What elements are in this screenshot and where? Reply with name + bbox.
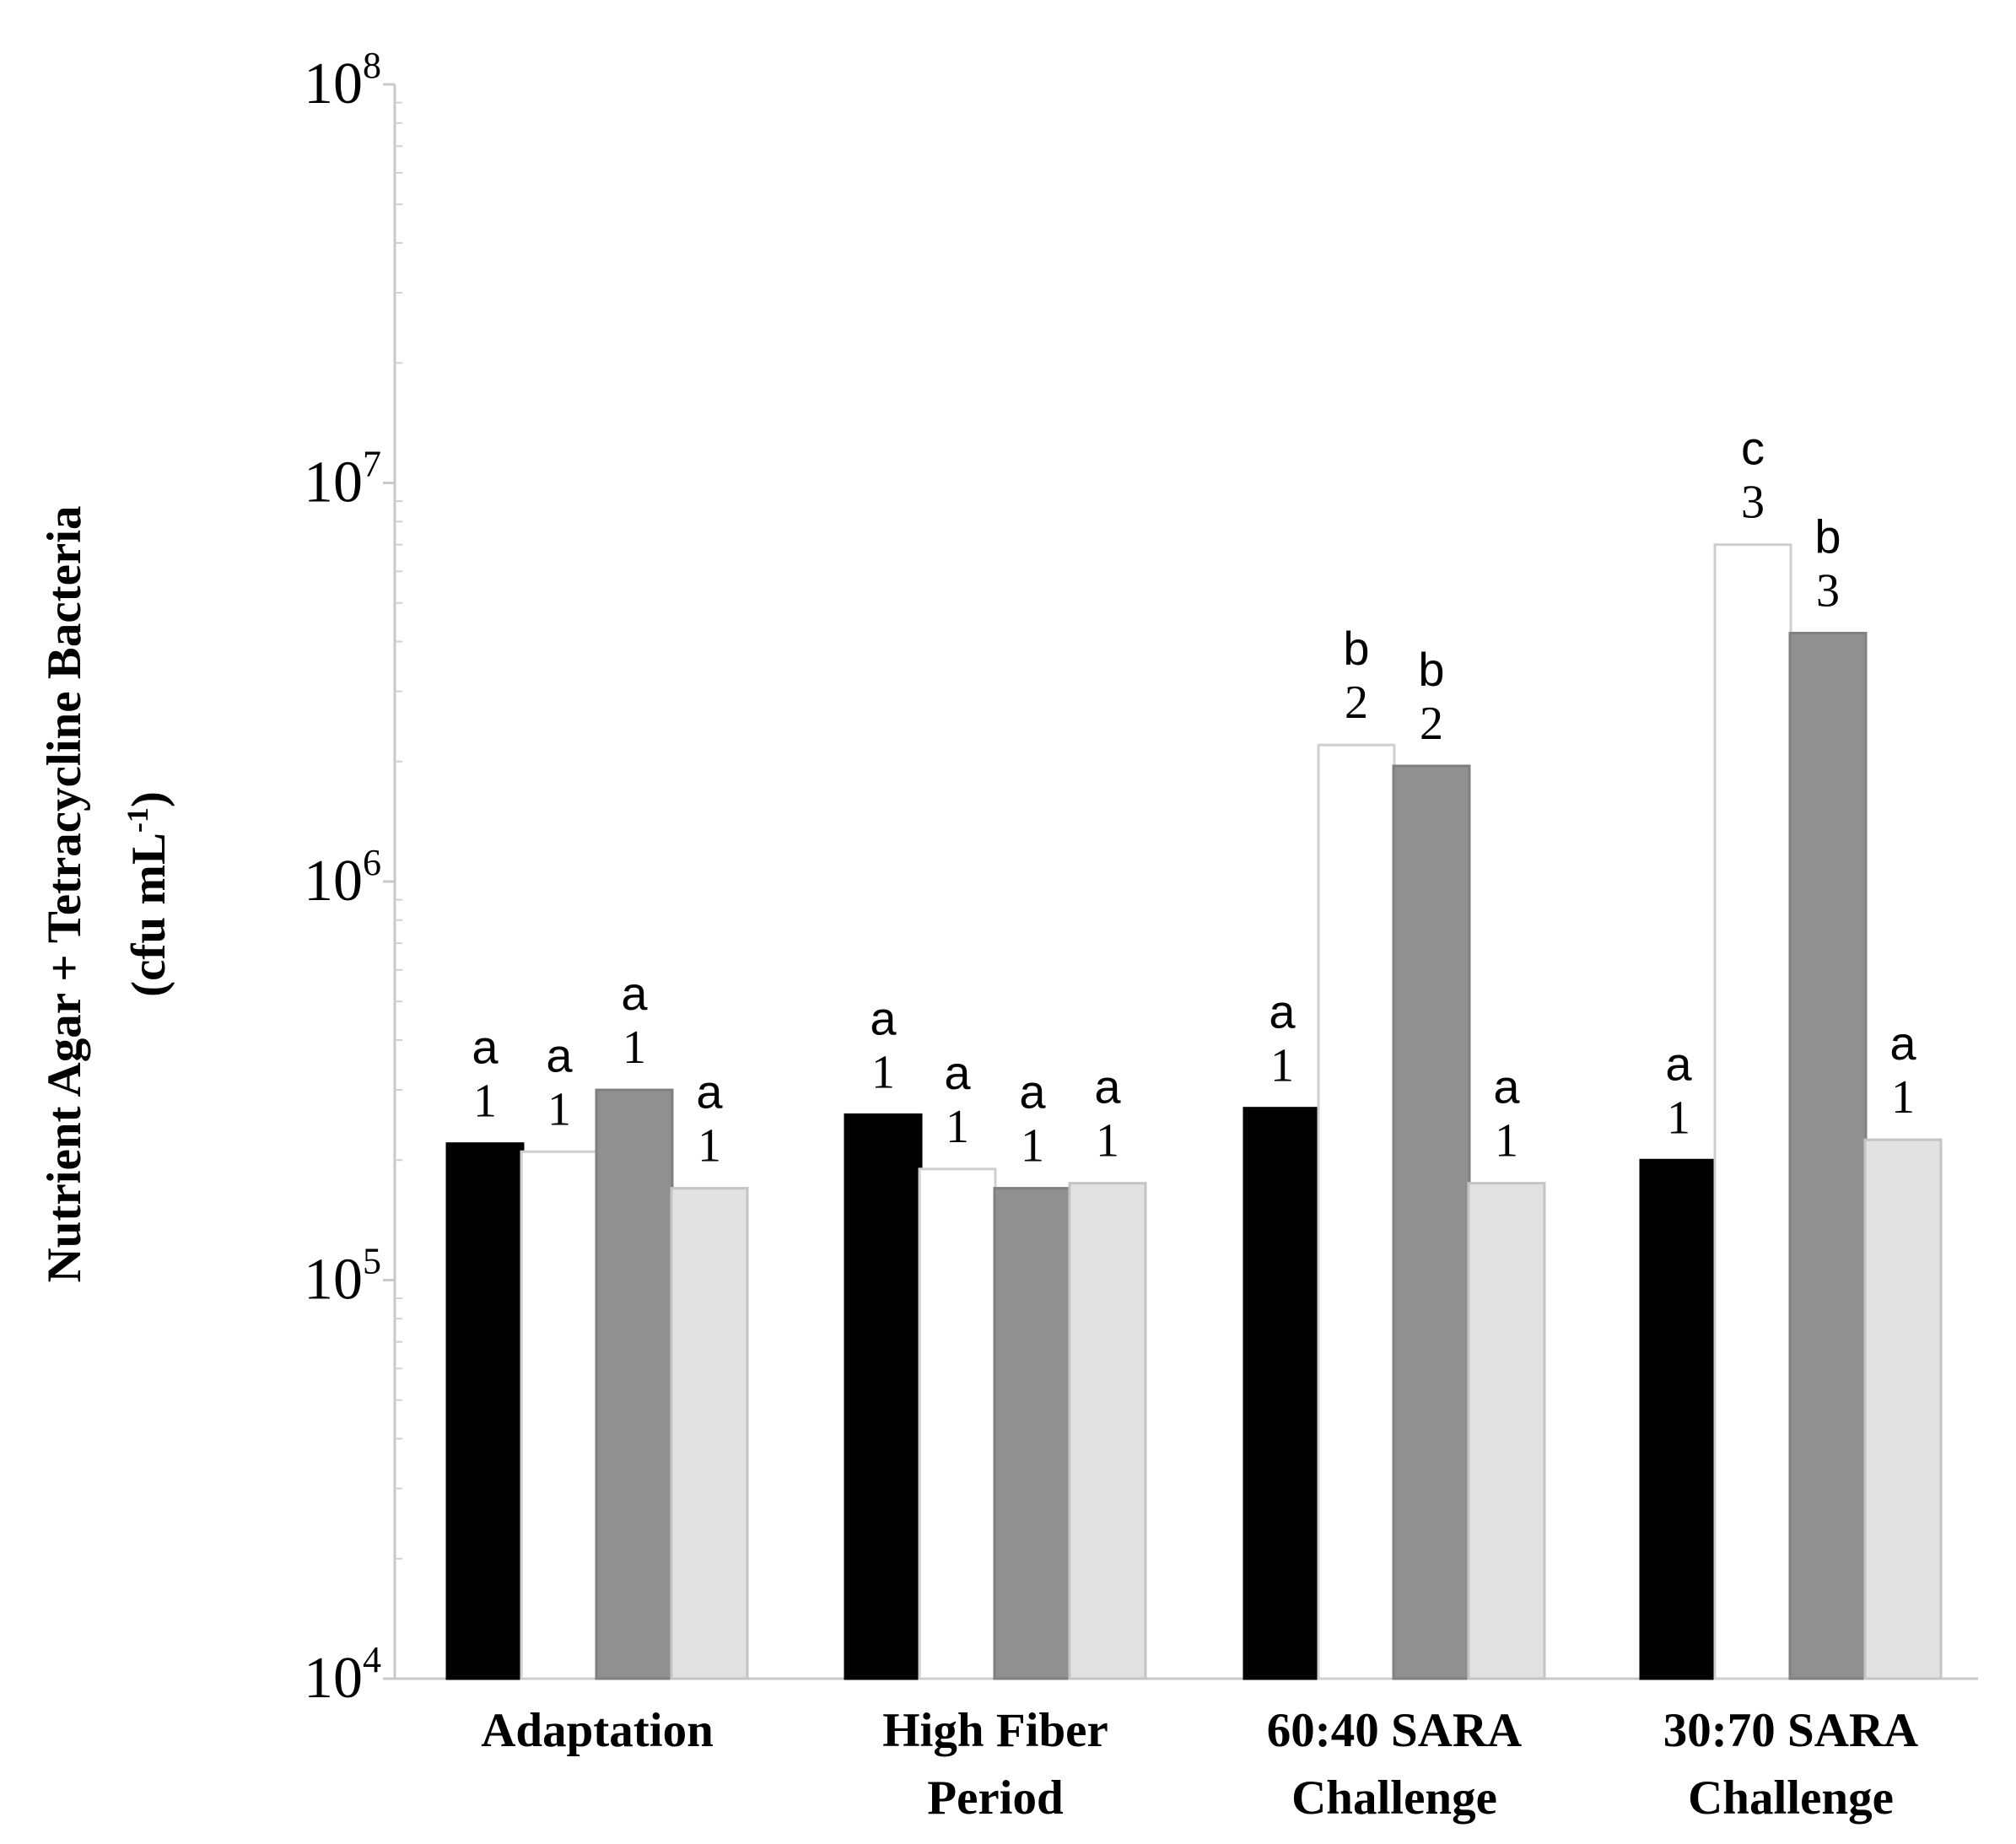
y-tick-label-5: 105 [304,1241,381,1313]
y-tick-exponent: 5 [363,1241,381,1282]
bar-series-4-cat-1 [670,1187,749,1680]
significance-number: 1 [1096,1115,1119,1167]
y-tick-label-7: 107 [304,444,381,515]
y-tick-exponent: 6 [363,842,381,883]
significance-letter: a [1889,1016,1916,1070]
significance-number: 1 [1891,1071,1915,1124]
bar-series-2-cat-3 [1317,743,1396,1680]
significance-number: 3 [1741,477,1765,529]
x-tick-label: High Fiber [882,1704,1108,1757]
significance-number: 1 [1270,1040,1294,1092]
y-axis-units-exponent: -1 [121,807,154,833]
significance-letter: a [1094,1060,1121,1113]
x-tick-label: Challenge [1688,1771,1894,1825]
y-tick-base: 10 [304,450,363,515]
bar-series-1-cat-3 [1242,1107,1322,1680]
significance-letter: a [696,1065,723,1119]
significance-letter: a [944,1046,971,1099]
y-tick-base: 10 [304,51,363,116]
y-tick-label-6: 106 [304,842,381,914]
bar-series-1-cat-2 [844,1113,923,1680]
bar-series-1-cat-1 [445,1142,525,1680]
y-tick-exponent: 8 [363,45,381,86]
y-tick-base: 10 [304,849,363,914]
x-tick-label: Challenge [1291,1771,1497,1825]
bar-series-2-cat-4 [1713,543,1792,1680]
bar-series-2-cat-2 [918,1167,997,1680]
significance-letter: a [546,1028,573,1081]
bar-series-3-cat-2 [993,1187,1072,1680]
significance-letter: b [1343,622,1369,675]
significance-letter: a [621,967,648,1020]
y-axis-units-suffix: ) [122,791,175,807]
y-axis-label: Nutrient Agar + Tetracycline Bacteria [38,505,91,1282]
significance-letter: b [1418,643,1444,696]
x-tick-label: Adaptation [481,1704,714,1757]
bar-series-1-cat-4 [1639,1158,1718,1680]
significance-letter: a [870,991,897,1044]
bar-series-3-cat-3 [1392,764,1471,1680]
bars [445,543,1943,1680]
bar-series-4-cat-2 [1068,1182,1147,1680]
y-tick-base: 10 [304,1646,363,1711]
significance-letter: c [1741,422,1765,475]
significance-letter: a [1665,1037,1692,1090]
significance-letter: a [1019,1065,1046,1119]
significance-number: 1 [1495,1115,1518,1167]
bar-series-4-cat-3 [1467,1182,1546,1680]
x-tick-label: Period [927,1771,1064,1825]
significance-letter: a [472,1021,499,1074]
significance-number: 2 [1345,677,1368,729]
significance-letter: a [1493,1060,1520,1113]
significance-number: 1 [623,1022,646,1074]
significance-number: 1 [473,1076,497,1128]
y-tick-exponent: 4 [363,1639,381,1680]
significance-number: 2 [1420,698,1443,750]
y-tick-label-4: 104 [304,1639,381,1711]
bar-series-4-cat-4 [1863,1138,1943,1680]
significance-letter: b [1814,510,1841,563]
significance-number: 1 [547,1083,571,1135]
significance-number: 1 [698,1120,721,1173]
significance-number: 1 [1667,1092,1690,1144]
significance-number: 3 [1816,565,1840,617]
significance-number: 1 [871,1046,895,1098]
x-tick-label: 60:40 SARA [1267,1704,1522,1757]
bar-series-3-cat-1 [595,1088,674,1680]
bar-series-3-cat-4 [1788,632,1868,1680]
y-tick-exponent: 7 [363,444,381,485]
y-axis-units-label: (cfu mL-1) [121,791,175,997]
x-tick-label: 30:70 SARA [1663,1704,1918,1757]
y-tick-label-8: 108 [304,45,381,116]
y-tick-base: 10 [304,1248,363,1313]
y-axis-units-prefix: (cfu mL [122,833,175,997]
significance-number: 1 [946,1101,969,1153]
significance-number: 1 [1021,1120,1044,1173]
significance-letter: a [1269,985,1296,1038]
bar-series-2-cat-1 [520,1150,599,1680]
